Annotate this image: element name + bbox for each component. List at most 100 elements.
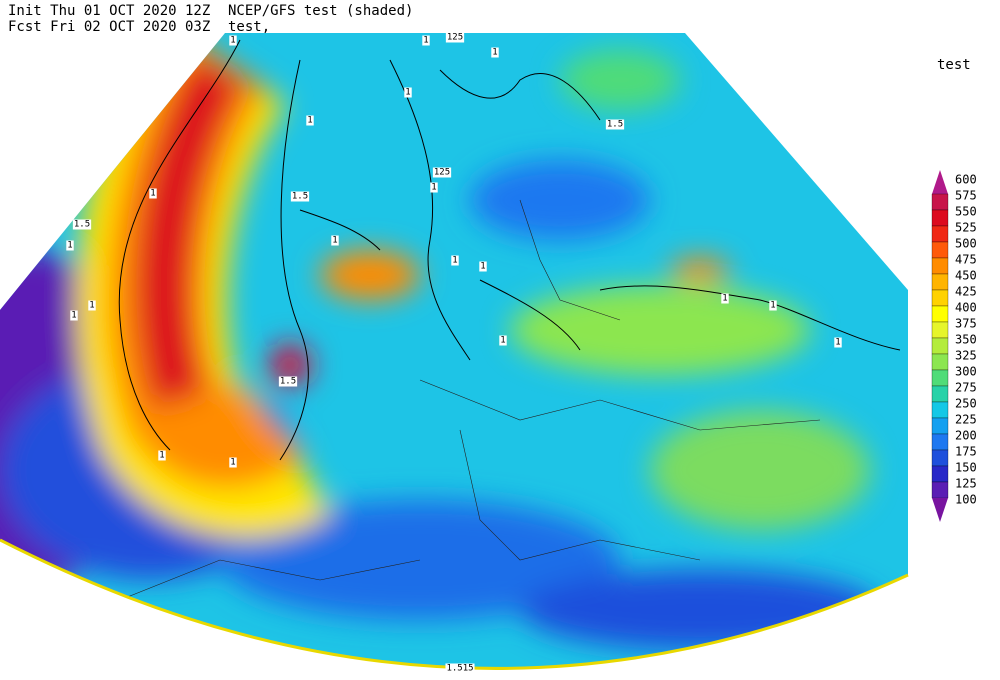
colorbar-swatch: [931, 273, 949, 291]
contour-labels: 1 125 1 1 1 1 1.5 125 1 1 1.5 1.5 1 1 1 1 1 1 1 1 1 1 1.5 1 1 1.5…: [66, 32, 842, 674]
contour-label-box: [404, 87, 412, 98]
contour-label: 1.5: [607, 120, 623, 130]
contour-label-box: [721, 293, 729, 304]
colorbar-swatch: [931, 353, 949, 371]
contour-label: 1.5: [74, 220, 90, 230]
colorbar-label: 275: [955, 381, 977, 395]
colorbar-label: 425: [955, 285, 977, 299]
contour-label: 1: [89, 301, 94, 311]
contour-label: 1: [230, 458, 235, 468]
contour-label: 1: [492, 48, 497, 58]
boundaries: [119, 199, 821, 601]
contour-label: 1: [722, 294, 727, 304]
map: [0, 33, 908, 669]
colorbar-swatch: [931, 209, 949, 227]
contour-label-box: [88, 300, 96, 311]
colorbar-label: 525: [955, 221, 977, 235]
colorbar-label: 450: [955, 269, 977, 283]
colorbar-swatch: [931, 465, 949, 483]
colorbar-swatch: [931, 369, 949, 387]
contour-label: 1: [307, 116, 312, 126]
contour-label: 1: [500, 336, 505, 346]
contour-label: 1: [452, 256, 457, 266]
colorbar-swatch: [931, 225, 949, 243]
colorbar-label: 400: [955, 301, 977, 315]
colorbar-swatch: [931, 449, 949, 467]
contour-label: 1: [423, 36, 428, 46]
contour-label-box: [72, 219, 92, 230]
contour-label-box: [290, 191, 310, 202]
subtitle: test,: [228, 19, 270, 35]
colorbar-swatch: [931, 241, 949, 259]
colorbar-label: 250: [955, 397, 977, 411]
contour-label: 1: [230, 36, 235, 46]
colorbar-swatch: [931, 193, 949, 211]
contour-label: 1: [150, 189, 155, 199]
colorbar-label: 550: [955, 205, 977, 219]
colorbar-label: 325: [955, 349, 977, 363]
colorbar-label: 225: [955, 413, 977, 427]
colorbar-label: 350: [955, 333, 977, 347]
colorbar-swatch: [931, 289, 949, 307]
colorbar-label: 375: [955, 317, 977, 331]
contour-label-box: [306, 115, 314, 126]
colorbar-label: 600: [955, 173, 977, 187]
init-time: Init Thu 01 OCT 2020 12Z: [8, 3, 210, 19]
contour-label: 125: [447, 33, 463, 43]
contour-label-box: [769, 300, 777, 311]
contour-label: 1: [71, 311, 76, 321]
colorbar-cap: [932, 170, 948, 194]
colorbar-label: 575: [955, 189, 977, 203]
colorbar-label: 175: [955, 445, 977, 459]
colorbar-swatch: [931, 385, 949, 403]
contour-label: 125: [434, 168, 450, 178]
contour-label: 1: [770, 301, 775, 311]
colorbar-label: 125: [955, 477, 977, 491]
contour-label-box: [66, 240, 74, 251]
forecast-time: Fcst Fri 02 OCT 2020 03Z: [8, 19, 210, 35]
contour-label-box: [499, 335, 507, 346]
contour-label: 1.5: [280, 377, 296, 387]
contour-label: 1: [835, 338, 840, 348]
colorbar-label: 500: [955, 237, 977, 251]
contour-label: 1: [405, 88, 410, 98]
shading: [0, 33, 880, 650]
colorbar-label: 475: [955, 253, 977, 267]
contour-label-box: [605, 119, 625, 130]
contour-label-box: [491, 47, 499, 58]
contour-label-box: [432, 167, 452, 178]
legend-title: test: [937, 57, 971, 73]
contour-label: 1.5: [292, 192, 308, 202]
colorbar-swatch: [931, 481, 949, 499]
colorbar-label: 300: [955, 365, 977, 379]
contour-label-box: [445, 32, 465, 43]
title: NCEP/GFS test (shaded): [228, 3, 413, 19]
contour-label: 1: [480, 262, 485, 272]
contour-label-box: [422, 35, 430, 46]
contour-label: 1: [332, 236, 337, 246]
contour-label: 1: [159, 451, 164, 461]
colorbar-label: 200: [955, 429, 977, 443]
contour-label-box: [229, 457, 237, 468]
colorbar-swatch: [931, 433, 949, 451]
contour-label-box: [430, 182, 438, 193]
contour-label-box: [331, 235, 339, 246]
colorbar: 600 575 550 525 500 475 450 425 400 375 350 325 300 2…: [931, 170, 977, 522]
colorbar-swatch: [931, 257, 949, 275]
contour-label-box: [278, 376, 298, 387]
contour-label: 1: [431, 183, 436, 193]
contour-label-box: [70, 310, 78, 321]
contour-label-box: [158, 450, 166, 461]
colorbar-swatch: [931, 305, 949, 323]
contour-label: 1.515: [446, 664, 473, 674]
colorbar-swatch: [931, 337, 949, 355]
colorbar-swatch: [931, 321, 949, 339]
contour-label-box: [229, 35, 237, 46]
contour-label-box: [149, 188, 157, 199]
contour-label-box: [834, 337, 842, 348]
colorbar-cap: [932, 498, 948, 522]
colorbar-swatch: [931, 401, 949, 419]
contour-label-box: [451, 255, 459, 266]
colorbar-swatch: [931, 417, 949, 435]
